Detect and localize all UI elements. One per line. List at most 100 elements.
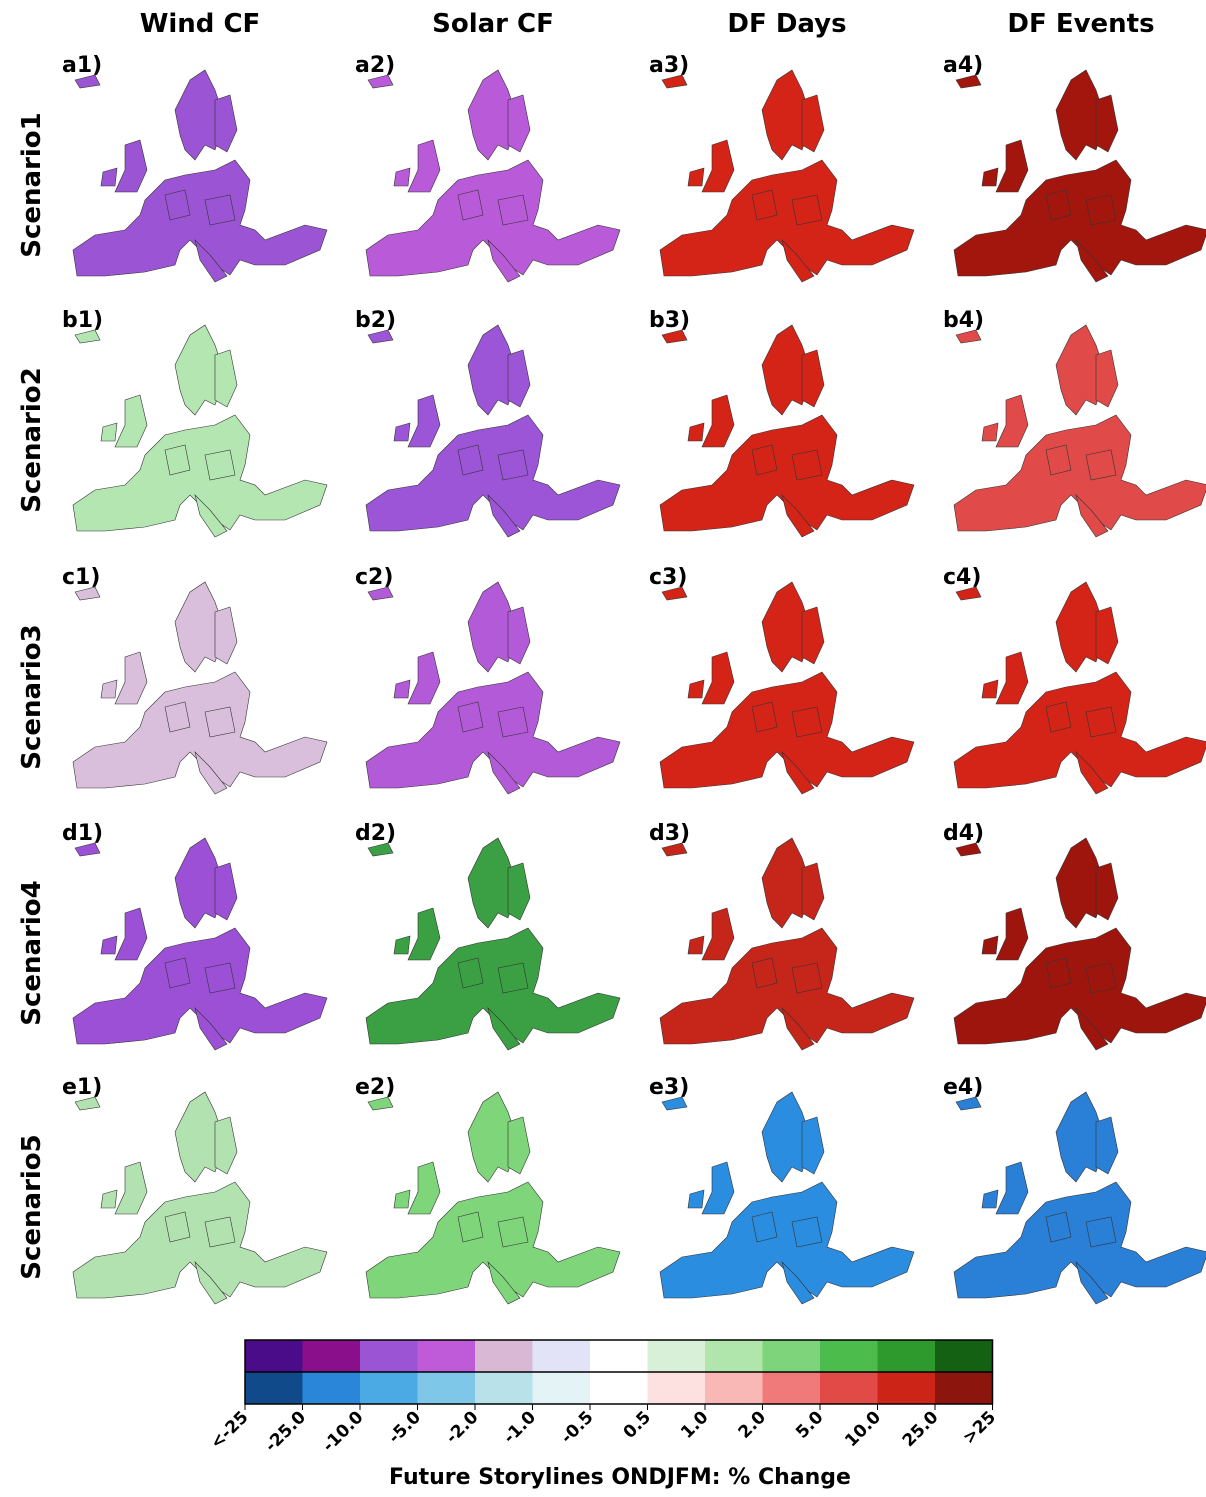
colorbar-tick-label: -5.0 bbox=[385, 1407, 426, 1448]
country-shape bbox=[394, 423, 410, 441]
panel-label: c1) bbox=[62, 565, 100, 590]
colorbar-cell bbox=[648, 1340, 706, 1372]
country-shape bbox=[115, 140, 147, 192]
panel-label: b4) bbox=[943, 308, 984, 333]
row-label: Scenario5 bbox=[17, 1134, 47, 1280]
panel-label: b1) bbox=[62, 308, 103, 333]
colorbar-tick-label: -1.0 bbox=[500, 1407, 541, 1448]
country-shape bbox=[996, 395, 1028, 447]
colorbar-tick-label: 0.5 bbox=[620, 1407, 655, 1442]
country-shape bbox=[996, 1162, 1028, 1214]
country-shape bbox=[996, 908, 1028, 960]
column-title: DF Events bbox=[1007, 9, 1154, 39]
colorbar-tick-label: 2.0 bbox=[735, 1407, 771, 1443]
country-shape bbox=[802, 95, 824, 152]
column-title: Wind CF bbox=[140, 9, 261, 39]
country-shape bbox=[688, 936, 704, 954]
country-shape bbox=[115, 1162, 147, 1214]
country-shape bbox=[408, 908, 440, 960]
country-shape bbox=[101, 1190, 117, 1208]
colorbar-cell bbox=[245, 1372, 303, 1404]
country-shape bbox=[215, 350, 237, 407]
country-shape bbox=[688, 680, 704, 698]
country-shape bbox=[1096, 1117, 1118, 1174]
colorbar-cell bbox=[935, 1372, 993, 1404]
row-label: Scenario2 bbox=[17, 367, 47, 513]
country-shape bbox=[802, 350, 824, 407]
colorbar-tick-label: -2.0 bbox=[442, 1407, 483, 1448]
country-shape bbox=[115, 908, 147, 960]
colorbar-cell bbox=[648, 1372, 706, 1404]
country-shape bbox=[394, 1190, 410, 1208]
panel-label: e3) bbox=[649, 1075, 689, 1100]
colorbar-tick-label: >25 bbox=[959, 1407, 1000, 1448]
colorbar-tick-label: -10.0 bbox=[319, 1407, 368, 1456]
colorbar-tick-label: -0.5 bbox=[557, 1407, 597, 1447]
colorbar-cell bbox=[418, 1372, 476, 1404]
country-shape bbox=[996, 652, 1028, 704]
country-shape bbox=[101, 423, 117, 441]
panel-label: e4) bbox=[943, 1075, 983, 1100]
panel-label: a3) bbox=[649, 53, 689, 78]
colorbar-tick-label: 10.0 bbox=[841, 1407, 885, 1451]
country-shape bbox=[982, 423, 998, 441]
colorbar-cell bbox=[418, 1340, 476, 1372]
row-label: Scenario3 bbox=[17, 624, 47, 770]
panel-label: b2) bbox=[355, 308, 396, 333]
row-label: Scenario4 bbox=[17, 880, 47, 1026]
country-shape bbox=[394, 168, 410, 186]
map-panel: c3) bbox=[649, 565, 914, 794]
map-panel: c1) bbox=[62, 565, 327, 794]
country-shape bbox=[996, 140, 1028, 192]
map-panel: b1) bbox=[62, 308, 327, 537]
map-panel: e4) bbox=[943, 1075, 1206, 1304]
country-shape bbox=[688, 1190, 704, 1208]
country-shape bbox=[215, 607, 237, 664]
country-shape bbox=[101, 936, 117, 954]
colorbar-cell bbox=[475, 1372, 533, 1404]
map-panel: a3) bbox=[649, 53, 914, 282]
panel-label: c3) bbox=[649, 565, 687, 590]
colorbar-title: Future Storylines ONDJFM: % Change bbox=[389, 1465, 851, 1490]
column-title: Solar CF bbox=[432, 9, 554, 39]
country-shape bbox=[982, 1190, 998, 1208]
map-panel: b3) bbox=[649, 308, 914, 537]
country-shape bbox=[508, 95, 530, 152]
country-shape bbox=[802, 863, 824, 920]
country-shape bbox=[115, 395, 147, 447]
colorbar-tick-label: <-25 bbox=[207, 1407, 253, 1453]
map-panel: d1) bbox=[62, 821, 327, 1050]
map-panel: a1) bbox=[62, 53, 327, 282]
country-shape bbox=[508, 863, 530, 920]
panel-label: d2) bbox=[355, 821, 396, 846]
country-shape bbox=[1096, 607, 1118, 664]
country-shape bbox=[702, 140, 734, 192]
colorbar-cell bbox=[303, 1340, 361, 1372]
panel-label: c2) bbox=[355, 565, 393, 590]
panel-label: a2) bbox=[355, 53, 395, 78]
country-shape bbox=[215, 95, 237, 152]
colorbar-cell bbox=[820, 1340, 878, 1372]
country-shape bbox=[802, 607, 824, 664]
country-shape bbox=[688, 168, 704, 186]
map-panel: b2) bbox=[355, 308, 620, 537]
panel-label: a1) bbox=[62, 53, 102, 78]
country-shape bbox=[702, 908, 734, 960]
colorbar-cell bbox=[878, 1372, 936, 1404]
country-shape bbox=[408, 1162, 440, 1214]
colorbar-cell bbox=[705, 1372, 763, 1404]
panel-label: e1) bbox=[62, 1075, 102, 1100]
country-shape bbox=[101, 680, 117, 698]
country-shape bbox=[702, 1162, 734, 1214]
panel-label: d3) bbox=[649, 821, 690, 846]
country-shape bbox=[101, 168, 117, 186]
map-panel: d3) bbox=[649, 821, 914, 1050]
colorbar-cell bbox=[475, 1340, 533, 1372]
map-panel: c4) bbox=[943, 565, 1206, 794]
colorbar-tick-label: 1.0 bbox=[677, 1407, 713, 1443]
country-shape bbox=[408, 140, 440, 192]
panel-label: b3) bbox=[649, 308, 690, 333]
colorbar-cell bbox=[360, 1372, 418, 1404]
colorbar-tick-label: 25.0 bbox=[899, 1407, 943, 1451]
colorbar-tick-label: 5.0 bbox=[792, 1407, 828, 1443]
